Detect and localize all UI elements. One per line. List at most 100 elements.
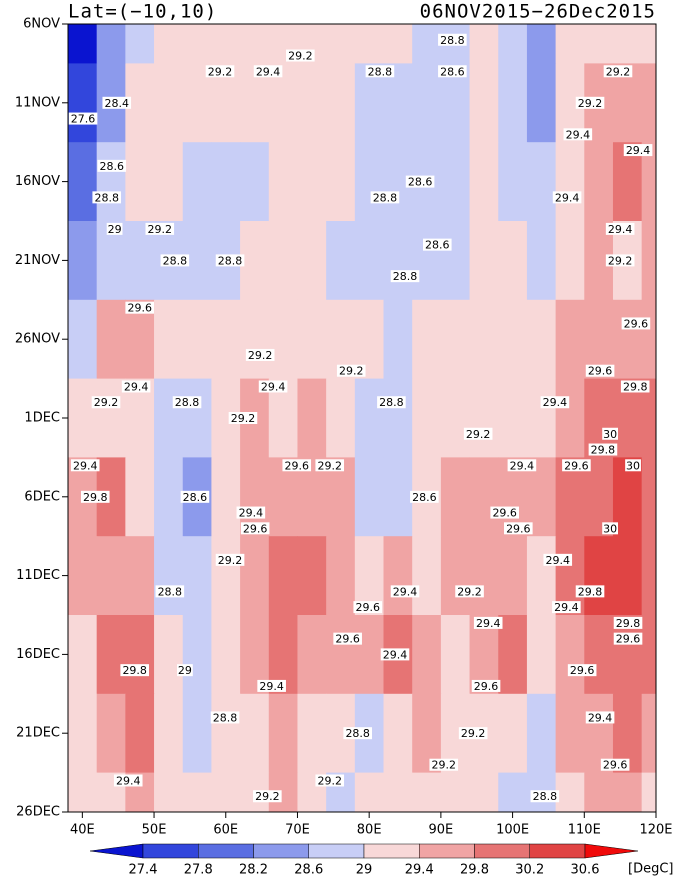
contour-label: 29.6: [243, 522, 268, 535]
cell: [641, 772, 656, 812]
contour-label: 29.6: [588, 365, 613, 378]
contour-label-bg: [155, 585, 185, 598]
colorbar-box: [198, 843, 254, 859]
contour-label: 29.2: [148, 223, 173, 236]
cell: [526, 299, 557, 380]
contour-label: 29.4: [73, 459, 98, 472]
cell: [96, 142, 126, 222]
contour-label-bg: [575, 585, 605, 598]
cell: [240, 142, 270, 222]
cell: [555, 378, 585, 458]
contour-label-bg: [121, 380, 151, 393]
colorbar-label: 30.2: [515, 863, 544, 878]
contour-label: 28.8: [158, 585, 183, 598]
cell: [440, 772, 471, 812]
cell: [268, 693, 298, 774]
cell: [383, 772, 413, 812]
contour-label: 29.4: [393, 585, 418, 598]
cell: [354, 457, 385, 537]
cell: [268, 536, 298, 616]
cell: [268, 299, 298, 380]
contour-label: 29.2: [457, 585, 482, 598]
cell: [182, 693, 212, 774]
contour-label: 29.4: [588, 711, 613, 724]
colorbar-box: [308, 843, 365, 859]
contour-label-bg: [176, 664, 193, 677]
contour-label-bg: [552, 601, 581, 614]
contour-label-bg: [240, 522, 270, 535]
contour-label-bg: [228, 412, 258, 424]
cell: [211, 615, 241, 695]
contour-label: 28.8: [393, 270, 418, 283]
contour-label: 29.2: [578, 97, 603, 110]
cell: [412, 63, 442, 143]
contour-label-bg: [588, 443, 618, 456]
cell: [469, 63, 499, 143]
cell: [268, 142, 298, 222]
cell: [154, 693, 184, 774]
y-tick-label: 11DEC: [16, 568, 60, 583]
contour-label: 28.6: [408, 176, 433, 189]
cell: [612, 772, 643, 812]
contour-label-bg: [458, 727, 488, 740]
colorbar-label: 30.6: [571, 863, 600, 878]
colorbar-end: [89, 843, 144, 859]
contour-label: 29.6: [564, 459, 589, 472]
contour-label: 29.2: [218, 554, 243, 567]
contour-label-bg: [286, 49, 315, 62]
x-tick-label: 40E: [70, 823, 95, 838]
contour-label: 28.6: [183, 491, 208, 504]
cell: [68, 221, 98, 301]
contour-label: 29: [108, 223, 122, 236]
contour-label-bg: [585, 711, 615, 724]
cell: [68, 693, 98, 774]
contour-label: 29.2: [606, 65, 631, 78]
colorbar-box: [142, 843, 199, 859]
contour-label: 28.8: [345, 727, 370, 740]
cell: [326, 221, 356, 301]
cell: [440, 378, 471, 458]
cell: [96, 693, 126, 774]
cell: [555, 693, 585, 774]
cell: [354, 378, 385, 458]
contour-label: 30: [603, 428, 617, 441]
cell: [584, 142, 614, 222]
cell: [354, 142, 385, 222]
contour-label: 29.4: [261, 380, 286, 393]
contour-label: 29.2: [94, 396, 119, 409]
contour-label: 29.2: [317, 774, 342, 787]
cell: [555, 221, 585, 301]
cell: [240, 221, 270, 301]
contour-label-bg: [438, 33, 467, 46]
contour-label-bg: [438, 65, 467, 78]
contour-label-bg: [353, 601, 383, 614]
contour-label: 29.2: [248, 349, 273, 362]
cell: [412, 536, 442, 616]
cell: [154, 299, 184, 380]
cell: [240, 536, 270, 616]
contour-label-bg: [602, 522, 619, 535]
cell: [240, 24, 270, 64]
contour-label: 28.8: [163, 254, 188, 267]
contour-label-bg: [106, 222, 123, 235]
contour-label-bg: [91, 396, 121, 409]
cell: [641, 693, 656, 774]
contour-label: 28.8: [175, 396, 200, 409]
cell: [297, 378, 327, 458]
colorbar-label: 29: [356, 863, 373, 878]
contour-label: 29.4: [554, 601, 579, 614]
contour-label-bg: [205, 65, 235, 78]
cell: [641, 63, 656, 143]
cell: [182, 615, 212, 695]
cell: [526, 615, 557, 695]
cell: [526, 142, 557, 222]
cell: [555, 24, 585, 64]
contour-label: 29.2: [608, 254, 633, 267]
contour-label: 28.6: [425, 239, 450, 252]
contour-label: 29.4: [608, 223, 633, 236]
contour-label-bg: [377, 396, 406, 409]
cell: [584, 772, 614, 812]
contour-label-bg: [282, 459, 312, 472]
cell: [498, 142, 528, 222]
cell: [412, 615, 442, 695]
